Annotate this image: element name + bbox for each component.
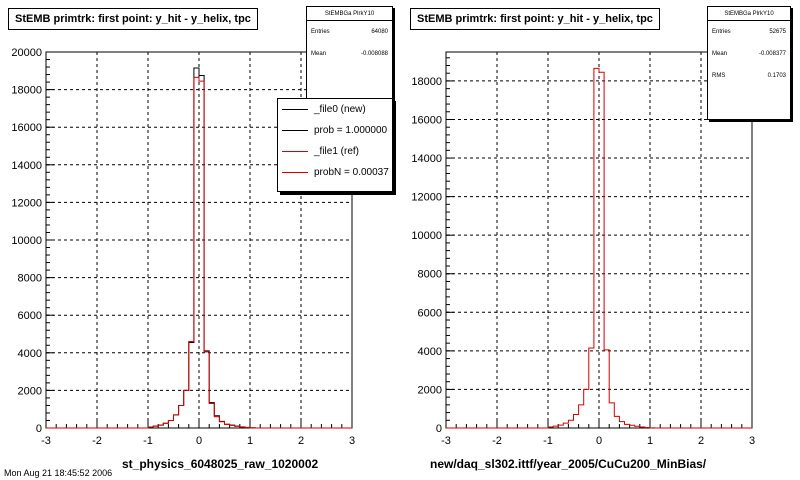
- y-tick-label: 6000: [18, 310, 42, 322]
- legend-item: probN = 0.00037: [278, 162, 392, 183]
- y-tick-label: 16000: [11, 122, 42, 134]
- y-tick-label: 20000: [11, 47, 42, 59]
- x-tick-label: 0: [196, 435, 202, 447]
- chart-title-left: StEMB primtrk: first point: y_hit - y_he…: [8, 8, 258, 30]
- stats-row-mean: Mean -0.008377: [708, 43, 790, 65]
- y-tick-label: 16000: [411, 114, 442, 126]
- stats-value: -0.008088: [360, 51, 388, 57]
- x-tick-label: -1: [143, 435, 153, 447]
- y-tick-label: 14000: [411, 153, 442, 165]
- y-tick-label: 4000: [418, 346, 442, 358]
- stats-label: Mean: [712, 51, 728, 57]
- legend-label: _file1 (ref): [314, 146, 360, 157]
- stats-row-entries: Entries 52675: [708, 21, 790, 43]
- x-tick-label: 1: [647, 435, 653, 447]
- y-tick-label: 2000: [18, 385, 42, 397]
- stats-header: StEMBGa PlrkY10: [307, 7, 392, 21]
- x-tick-label: -1: [543, 435, 553, 447]
- legend-left: _file0 (new) prob = 1.000000 _file1 (ref…: [277, 98, 393, 192]
- legend-label: probN = 0.00037: [314, 167, 389, 178]
- x-tick-label: 3: [349, 435, 355, 447]
- stats-row-entries: Entries 64080: [307, 21, 392, 43]
- legend-swatch: [282, 109, 308, 110]
- y-tick-label: 2000: [418, 384, 442, 396]
- legend-item: _file1 (ref): [278, 141, 392, 162]
- y-tick-label: 10000: [411, 230, 442, 242]
- y-tick-label: 12000: [411, 192, 442, 204]
- stats-header: StEMBGa PlrkY10: [708, 7, 790, 21]
- legend-label: _file0 (new): [314, 104, 366, 115]
- y-tick-label: 0: [36, 423, 42, 435]
- x-axis-label-left: st_physics_6048025_raw_1020002: [122, 457, 319, 471]
- x-tick-label: 3: [749, 435, 755, 447]
- legend-item: prob = 1.000000: [278, 120, 392, 141]
- y-tick-label: 18000: [411, 76, 442, 88]
- x-tick-label: -2: [492, 435, 502, 447]
- stats-label: Mean: [311, 51, 327, 57]
- stats-value: -0.008377: [758, 51, 786, 57]
- legend-swatch: [282, 172, 308, 173]
- y-tick-label: 10000: [11, 235, 42, 247]
- stats-box-right: StEMBGa PlrkY10 Entries 52675 Mean -0.00…: [707, 6, 791, 120]
- y-tick-label: 12000: [11, 197, 42, 209]
- histogram-series: [46, 76, 352, 429]
- legend-swatch: [282, 151, 308, 152]
- stats-label: Entries: [311, 29, 330, 35]
- stats-row-rms: RMS 0.1703: [708, 65, 790, 87]
- y-tick-label: 4000: [18, 348, 42, 360]
- histogram-plot-right: -3 -2 -1 0 1 2 3 0 2000 4000 6000 8000 10000 12000 140…: [411, 51, 755, 447]
- stats-value: 64080: [371, 29, 388, 35]
- chart-title-right: StEMB primtrk: first point: y_hit - y_he…: [410, 8, 660, 30]
- x-tick-label: -3: [41, 435, 51, 447]
- y-tick-label: 6000: [418, 307, 442, 319]
- x-tick-label: 2: [298, 435, 304, 447]
- legend-label: prob = 1.000000: [314, 125, 388, 136]
- stats-row-mean: Mean -0.008088: [307, 43, 392, 65]
- x-tick-label: 1: [247, 435, 253, 447]
- stats-value: 52675: [769, 29, 786, 35]
- y-tick-label: 8000: [18, 273, 42, 285]
- histogram-series: [446, 67, 752, 429]
- y-tick-label: 14000: [11, 160, 42, 172]
- stats-value: 0.1703: [767, 73, 786, 79]
- legend-swatch: [282, 130, 308, 131]
- y-tick-label: 0: [436, 423, 442, 435]
- x-tick-label: 0: [596, 435, 602, 447]
- x-tick-label: 2: [698, 435, 704, 447]
- legend-item: _file0 (new): [278, 99, 392, 120]
- stats-label: RMS: [712, 73, 726, 79]
- y-tick-label: 8000: [418, 269, 442, 281]
- x-tick-label: -2: [92, 435, 102, 447]
- stats-label: Entries: [712, 29, 731, 35]
- x-tick-label: -3: [441, 435, 451, 447]
- footer-timestamp: Mon Aug 21 18:45:52 2006: [4, 468, 113, 478]
- x-axis-label-right: new/daq_sl302.ittf/year_2005/CuCu200_Min…: [430, 457, 707, 471]
- y-tick-label: 18000: [11, 85, 42, 97]
